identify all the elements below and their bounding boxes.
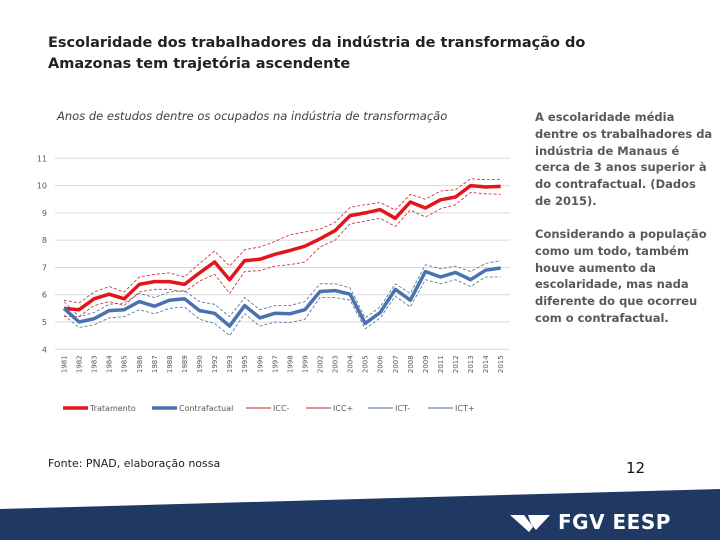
y-tick-label: 5 bbox=[42, 318, 47, 327]
y-tick-label: 10 bbox=[37, 182, 47, 191]
chart-title: Anos de estudos dentre os ocupados na in… bbox=[57, 109, 448, 123]
x-tick-label: 2005 bbox=[362, 355, 370, 373]
y-tick-label: 8 bbox=[42, 236, 47, 245]
x-tick-label: 2011 bbox=[437, 355, 445, 373]
series-line-contrafactual bbox=[62, 266, 501, 328]
logo-text: FGV EESP bbox=[558, 510, 671, 534]
x-tick-label: 1985 bbox=[121, 355, 129, 373]
slide-title: Escolaridade dos trabalhadores da indúst… bbox=[48, 35, 586, 72]
x-tick-label: 1997 bbox=[271, 355, 279, 373]
x-tick-label: 1992 bbox=[211, 355, 219, 373]
x-tick-label: 1988 bbox=[166, 355, 174, 373]
x-tick-label: 1981 bbox=[61, 355, 69, 373]
x-tick-label: 1999 bbox=[301, 355, 309, 373]
series-line-tratamento bbox=[63, 183, 501, 312]
x-tick-label: 2015 bbox=[497, 355, 505, 373]
x-tick-label: 1990 bbox=[196, 355, 204, 373]
legend-label: ICC- bbox=[273, 404, 290, 413]
x-tick-label: 2002 bbox=[316, 355, 324, 373]
x-tick-label: 2004 bbox=[347, 355, 355, 373]
y-tick-label: 11 bbox=[37, 154, 47, 163]
x-tick-label: 1982 bbox=[76, 355, 84, 373]
legend-label: Tratamento bbox=[89, 404, 136, 413]
x-tick-label: 1989 bbox=[181, 355, 189, 373]
source-note: Fonte: PNAD, elaboração nossa bbox=[48, 457, 221, 470]
x-tick-label: 1993 bbox=[226, 355, 234, 373]
x-tick-label: 1986 bbox=[136, 355, 144, 373]
page-number: 12 bbox=[626, 459, 646, 477]
y-tick-label: 6 bbox=[42, 291, 47, 300]
x-tick-label: 2006 bbox=[377, 355, 385, 373]
x-tick-label: 2009 bbox=[422, 355, 430, 373]
x-tick-label: 2013 bbox=[467, 355, 475, 373]
fgv-logo-icon bbox=[510, 515, 550, 532]
x-tick-label: 1983 bbox=[91, 355, 99, 373]
x-tick-label: 1987 bbox=[151, 355, 159, 373]
legend-label: ICC+ bbox=[333, 404, 353, 413]
y-tick-label: 7 bbox=[42, 263, 47, 272]
legend-label: ICT- bbox=[395, 404, 410, 413]
side-note-2: Considerando a população como um todo, t… bbox=[535, 227, 707, 325]
side-note-1: A escolaridade média dentre os trabalhad… bbox=[535, 110, 713, 208]
x-tick-label: 2008 bbox=[407, 355, 415, 373]
series-line-iccplus bbox=[63, 178, 501, 304]
series-line-iccminus bbox=[64, 191, 501, 318]
x-tick-label: 1998 bbox=[286, 355, 294, 373]
x-tick-label: 2012 bbox=[452, 355, 460, 373]
y-tick-label: 4 bbox=[42, 345, 47, 354]
x-tick-label: 1995 bbox=[241, 355, 249, 373]
x-tick-label: 1996 bbox=[256, 355, 264, 373]
x-tick-label: 2007 bbox=[392, 355, 400, 373]
y-tick-label: 9 bbox=[42, 209, 47, 218]
x-tick-label: 1984 bbox=[106, 355, 114, 373]
x-tick-label: 2014 bbox=[482, 355, 490, 373]
series-line-ictminus bbox=[63, 276, 501, 337]
legend-label: ICT+ bbox=[455, 404, 475, 413]
x-tick-label: 2003 bbox=[332, 355, 340, 373]
legend-label: Contrafactual bbox=[179, 404, 233, 413]
